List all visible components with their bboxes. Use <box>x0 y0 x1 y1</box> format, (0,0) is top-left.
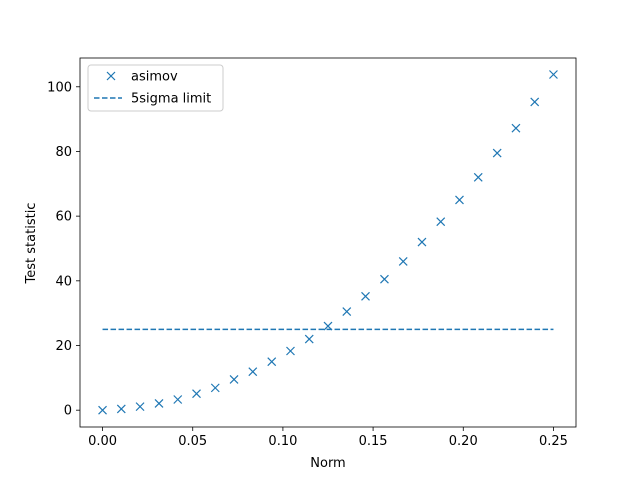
x-marker-stroke <box>436 217 446 227</box>
x-tick-label: 0.20 <box>449 434 478 449</box>
x-tick-label: 0.10 <box>268 434 297 449</box>
data-point-15 <box>380 274 389 284</box>
x-marker-stroke <box>173 395 183 404</box>
x-marker-stroke <box>455 195 464 205</box>
x-marker-stroke <box>116 404 126 414</box>
x-marker-stroke <box>361 291 370 301</box>
data-point-19 <box>455 195 464 205</box>
x-marker-stroke <box>304 334 314 344</box>
x-marker-stroke <box>210 383 220 393</box>
data-point-11 <box>304 334 314 344</box>
data-point-1 <box>116 404 126 414</box>
x-marker-stroke <box>530 97 540 107</box>
x-marker-stroke <box>323 321 333 331</box>
x-marker-stroke <box>342 307 352 316</box>
data-point-7 <box>229 375 239 384</box>
x-marker-stroke <box>229 375 239 384</box>
y-tick-label: 100 <box>47 80 72 95</box>
x-marker-stroke <box>154 398 164 408</box>
data-point-6 <box>210 383 220 393</box>
x-tick-label: 0.15 <box>359 434 388 449</box>
x-marker-stroke <box>286 346 295 356</box>
y-tick-label: 20 <box>55 339 72 354</box>
data-point-13 <box>342 307 352 316</box>
x-marker-stroke <box>192 389 201 399</box>
y-tick-label: 0 <box>64 404 72 419</box>
y-axis-label: Test statistic <box>24 203 39 285</box>
x-marker-stroke <box>398 256 408 266</box>
x-marker-stroke <box>380 274 389 284</box>
data-point-0 <box>98 405 107 415</box>
x-marker-stroke <box>492 148 502 158</box>
data-point-24 <box>549 70 558 79</box>
plot-area <box>80 58 576 427</box>
data-point-9 <box>267 357 277 367</box>
data-point-3 <box>154 398 164 408</box>
data-point-14 <box>361 291 370 301</box>
x-marker-stroke <box>267 357 277 367</box>
axes-frame <box>79 57 577 428</box>
legend-marker-asimov <box>106 71 116 81</box>
data-point-22 <box>511 123 521 133</box>
data-point-23 <box>530 97 540 107</box>
data-point-4 <box>173 395 183 404</box>
data-point-17 <box>417 237 427 247</box>
x-tick-label: 0.05 <box>178 434 207 449</box>
x-marker-stroke <box>417 237 427 247</box>
data-point-21 <box>492 148 502 158</box>
data-point-16 <box>398 256 408 266</box>
x-marker-stroke <box>106 71 116 81</box>
x-tick-label: 0.00 <box>88 434 117 449</box>
chart-marks <box>98 70 558 415</box>
x-tick-label: 0.25 <box>539 434 568 449</box>
x-marker-stroke <box>135 402 145 412</box>
y-tick-label: 40 <box>55 274 72 289</box>
y-tick-label: 60 <box>55 210 72 225</box>
data-point-18 <box>436 217 446 227</box>
legend-box <box>87 64 224 112</box>
x-marker-stroke <box>248 367 258 377</box>
data-point-8 <box>248 367 258 377</box>
axes: 0.00 0.05 0.10 0.15 0.20 0.25 0 20 40 60 80 100 <box>47 57 577 449</box>
legend-label-asimov: asimov <box>131 70 178 85</box>
data-point-5 <box>192 389 201 399</box>
x-axis-label: Norm <box>310 456 345 471</box>
y-tick-label: 80 <box>55 145 72 160</box>
legend: asimov 5sigma limit <box>87 64 224 112</box>
x-marker-stroke <box>98 405 107 415</box>
data-point-2 <box>135 402 145 412</box>
legend-label-5sigma: 5sigma limit <box>131 92 211 107</box>
x-marker-stroke <box>549 70 558 79</box>
data-point-20 <box>473 172 483 182</box>
data-point-10 <box>286 346 295 356</box>
x-marker-stroke <box>511 123 521 133</box>
x-marker-stroke <box>473 172 483 182</box>
